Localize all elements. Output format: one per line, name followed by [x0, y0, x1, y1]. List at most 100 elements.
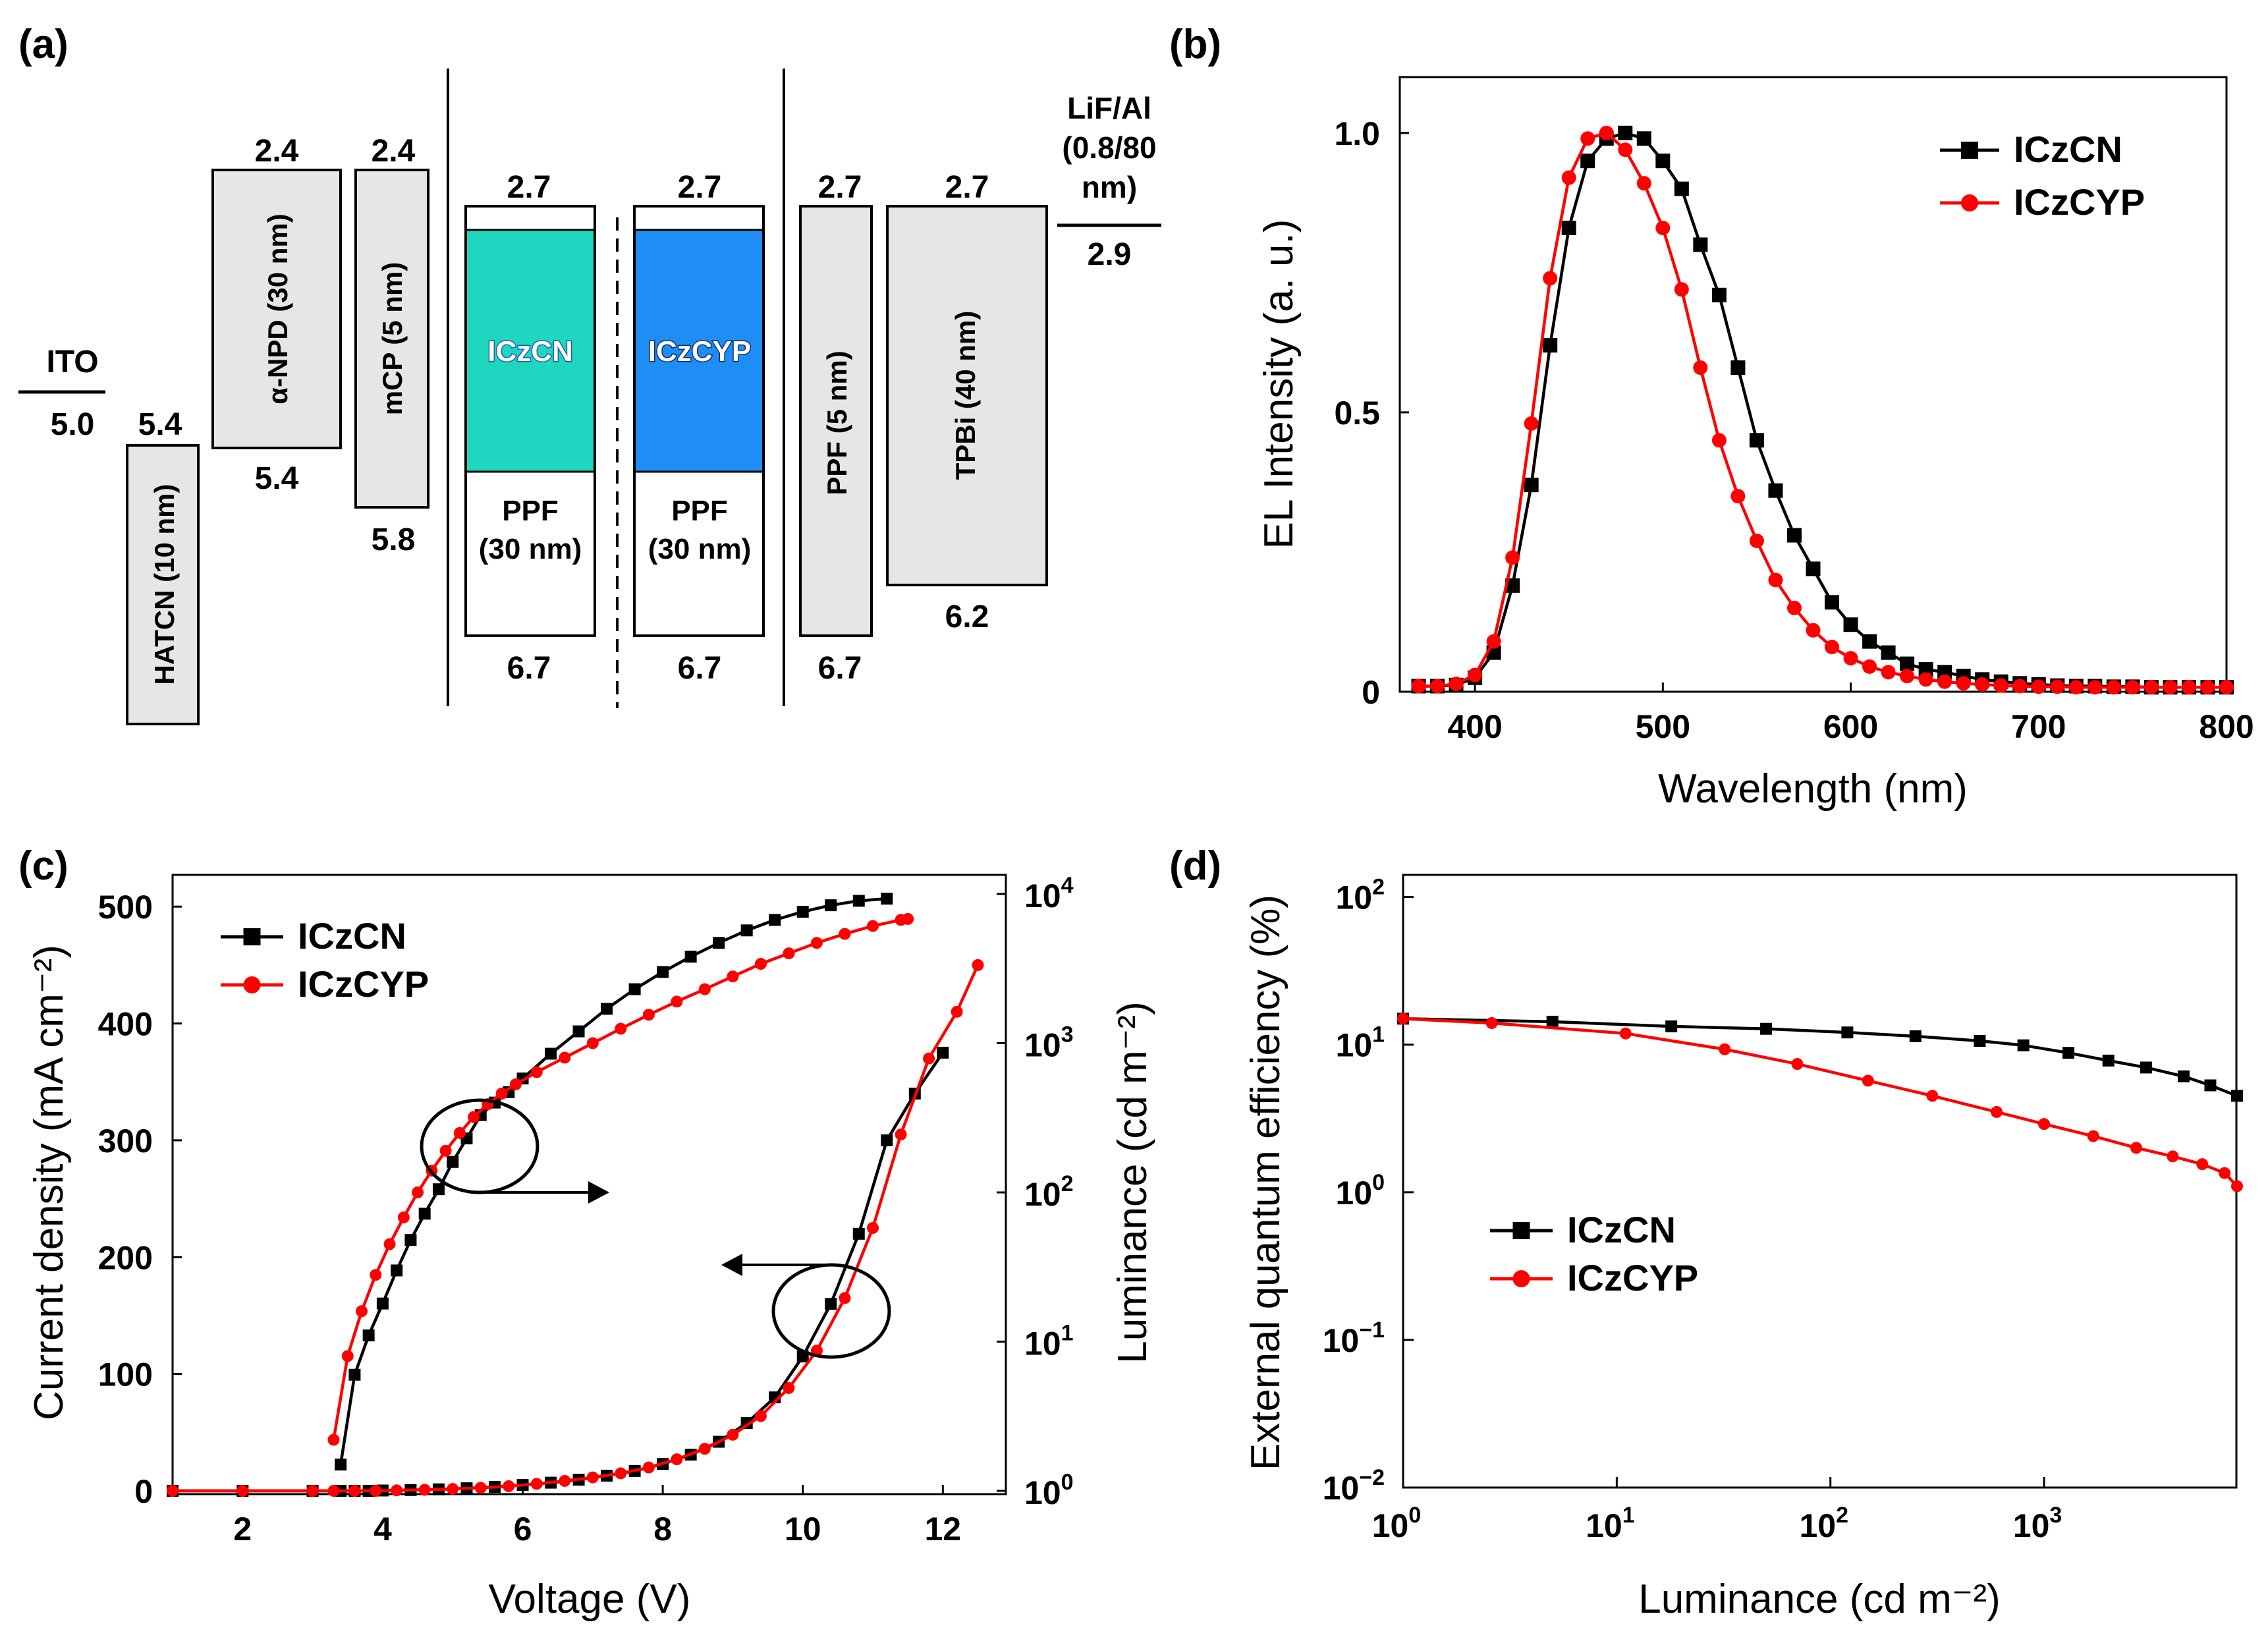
x-axis: 100 101 102 103: [1372, 1477, 2062, 1544]
series-iczcn-left-point: [881, 1134, 893, 1146]
panel-label-d: (d): [1169, 843, 1221, 889]
series-iczcyp-point: [2181, 680, 2196, 695]
series-iczcn-right-point: [362, 1329, 375, 1342]
y2-tick-label: 104: [1024, 873, 1074, 914]
y-tick-label: 100: [98, 1356, 153, 1393]
series-iczcyp-point: [1843, 651, 1858, 666]
series-iczcn-right-point: [881, 893, 893, 905]
legend-label: ICzCYP: [298, 963, 429, 1005]
series-iczcyp-point: [2031, 679, 2046, 694]
series-iczcyp-left-point: [370, 1485, 382, 1497]
series-iczcyp-point: [2050, 679, 2065, 694]
series-iczcyp-left-line: [173, 964, 980, 1493]
series-iczcyp-left-point: [418, 1484, 431, 1496]
series-iczcyp-point: [1975, 677, 1990, 692]
annotation-circle-right: [771, 1263, 891, 1359]
series-layer: [1397, 1013, 2244, 1192]
y-tick-label: 400: [98, 1006, 153, 1043]
series-iczcyp-right-point: [439, 1144, 452, 1157]
series-iczcn-right-point: [657, 966, 669, 978]
layer-label: ITO: [46, 345, 98, 379]
series-iczcyp-point: [2088, 680, 2103, 695]
energy-level-diagram: (a) ITO 5.0 5.4 HATCN (10 nm) 2.4 α-NPD …: [18, 22, 1161, 725]
series-iczcyp-point: [2144, 680, 2159, 695]
series-iczcyp-right-point: [754, 958, 767, 970]
series-iczcyp-point: [1636, 176, 1651, 191]
series-iczcyp-right-point: [671, 995, 683, 1008]
series-iczcyp-point: [2068, 680, 2084, 695]
series-iczcn-left-point: [825, 1298, 837, 1310]
series-iczcyp-point: [1561, 170, 1576, 185]
layer-label: α-NPD (30 nm): [262, 213, 293, 404]
y2-tick-label: 102: [1024, 1171, 1074, 1213]
series-iczcyp-point: [1937, 674, 1952, 689]
x-tick-label: 2: [233, 1511, 252, 1547]
level-value: 5.4: [138, 407, 182, 442]
legend-marker: [1961, 194, 1978, 211]
series-iczcyp-point: [2163, 680, 2178, 695]
x-tick-label: 400: [1447, 708, 1502, 745]
series-iczcyp-point: [1991, 1105, 2003, 1118]
series-iczcyp-left-point: [348, 1485, 361, 1497]
level-value: 5.0: [51, 407, 95, 442]
series-iczcyp-point: [2219, 680, 2234, 695]
iczcn-emitter-fill: [467, 230, 594, 471]
series-iczcyp-point: [1505, 550, 1520, 565]
series-iczcyp-left-point: [306, 1485, 319, 1497]
series-iczcyp-point: [2012, 679, 2028, 694]
series-iczcn-point: [1580, 153, 1595, 169]
level-value: 2.4: [372, 134, 416, 169]
x-axis: 2 4 6 8 10 12: [233, 1485, 961, 1547]
host-thickness: (30 nm): [648, 533, 751, 565]
series-iczcyp-point: [1619, 1027, 1632, 1040]
series-iczcyp-left-point: [727, 1428, 739, 1441]
series-iczcyp-point: [1768, 572, 1783, 588]
series-iczcyp-right-point: [727, 970, 739, 983]
host-thickness: (30 nm): [479, 533, 582, 565]
x-tick-label: 800: [2199, 708, 2254, 745]
series-iczcn-point: [1974, 1035, 1986, 1047]
series-iczcyp-right-point: [327, 1434, 340, 1446]
y2-tick-label: 100: [1024, 1470, 1074, 1511]
series-iczcn-point: [1806, 561, 1821, 576]
series-iczcyp-left-point: [642, 1461, 655, 1474]
x-tick-label: 12: [925, 1511, 962, 1547]
series-layer: [167, 893, 984, 1497]
layer-lifal: LiF/Al (0.8/80 nm) 2.9: [1057, 91, 1161, 272]
series-iczcyp-right-point: [698, 983, 711, 995]
layer-label: TPBi (40 nm): [950, 311, 981, 480]
series-iczcn-point: [1909, 1030, 1922, 1042]
series-iczcn-right-point: [545, 1047, 557, 1060]
series-iczcyp-point: [2200, 680, 2215, 695]
x-axis: 400 500 600 700 800: [1447, 683, 2254, 745]
series-iczcn-point: [1561, 221, 1576, 236]
series-iczcyp-right-point: [615, 1022, 627, 1035]
el-spectrum-chart: (b) 400 500 600 700 800 0 0.5 1.0 Wavelength (…: [1169, 22, 2254, 812]
series-iczcn-point: [2231, 1090, 2244, 1102]
series-iczcyp-left-point: [867, 1221, 879, 1234]
y-tick-label: 200: [98, 1239, 153, 1276]
series-iczcyp-point: [1711, 433, 1727, 448]
series-iczcn-line: [1402, 1017, 2238, 1098]
layer-mcp: 2.4 mCP (5 nm) 5.8: [354, 134, 429, 557]
x-tick-label: 4: [373, 1511, 392, 1547]
series-iczcyp-point: [1599, 125, 1614, 140]
series-iczcn-point: [1843, 617, 1858, 632]
series-iczcn-point: [1760, 1022, 1773, 1035]
layer-iczcn: 2.7 ICzCN PPF (30 nm) 6.7: [464, 170, 596, 686]
series-iczcyp-point: [1806, 623, 1821, 638]
level-value: 2.7: [678, 170, 722, 205]
series-iczcn-point: [2017, 1039, 2030, 1051]
y2-axis-title: Luminance (cd m⁻²): [1110, 1001, 1155, 1364]
series-iczcyp-point: [2196, 1158, 2209, 1171]
series-iczcyp-right-point: [559, 1051, 571, 1064]
series-iczcyp-right-point: [530, 1066, 543, 1078]
series-iczcn-right-point: [713, 937, 725, 949]
level-value: 6.7: [678, 651, 722, 686]
y-axis-title: EL Intensity (a. u.): [1256, 219, 1302, 549]
series-iczcyp-point: [1993, 678, 2008, 693]
series-iczcyp-point: [2167, 1150, 2179, 1163]
series-iczcyp-point: [1926, 1090, 1939, 1102]
series-iczcyp-left-point: [474, 1482, 487, 1494]
host-label: PPF: [502, 495, 559, 527]
